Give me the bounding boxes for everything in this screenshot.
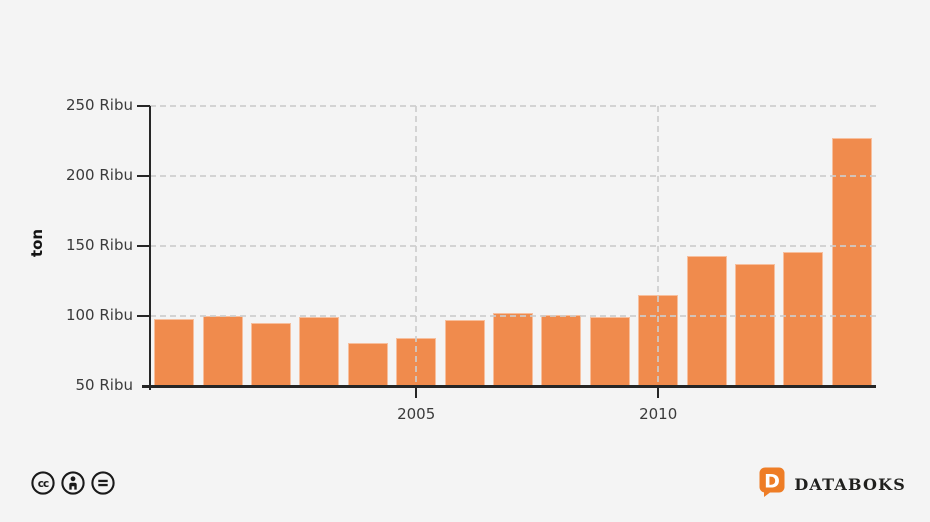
gridline-y-250: [150, 105, 876, 107]
gridline-y-100: [150, 315, 876, 317]
svg-text:cc: cc: [38, 478, 49, 490]
databoks-logo: D DATABOKS: [759, 467, 906, 497]
y-axis-tick: [137, 315, 150, 317]
bar-2003: [299, 317, 340, 386]
gridline-x-2005: [415, 106, 418, 386]
databoks-logo-letter: D: [764, 471, 780, 493]
gridline-x-2010: [657, 106, 660, 386]
bar-2009: [589, 317, 630, 386]
y-axis-tick: [137, 245, 150, 247]
attribution-icon: [61, 471, 85, 495]
x-tick-label: 2005: [397, 405, 436, 423]
gridline-y-150: [150, 245, 876, 247]
databoks-logo-icon: D: [759, 467, 785, 497]
bar-2008: [541, 314, 582, 386]
bar-2012: [735, 264, 775, 386]
y-tick-label: 200 Ribu: [65, 166, 133, 184]
x-tick-label: 2010: [639, 405, 678, 423]
equals-icon: [91, 471, 115, 495]
y-tick-label: 100 Ribu: [65, 306, 133, 324]
y-axis-line: [149, 106, 151, 390]
bar-2014: [831, 138, 872, 386]
license-icons: cc: [31, 471, 115, 495]
gridline-y-200: [150, 175, 876, 177]
y-axis-tick: [137, 175, 150, 177]
bar-2001: [202, 316, 243, 386]
cc-icon: cc: [31, 471, 55, 495]
databoks-logo-text: DATABOKS: [794, 474, 906, 494]
bar-2011: [686, 255, 727, 386]
bar-2013: [783, 251, 824, 386]
bar-2002: [251, 323, 291, 386]
bar-2004: [347, 342, 388, 386]
y-axis-tick: [137, 105, 150, 107]
bar-2006: [444, 320, 485, 386]
bar-2007: [493, 313, 533, 386]
x-axis-tick: [657, 387, 660, 398]
y-tick-label: 50 Ribu: [75, 376, 133, 394]
bar-2000: [154, 318, 195, 386]
x-axis-tick: [415, 387, 418, 398]
x-axis-line: [142, 385, 876, 388]
y-tick-label: 250 Ribu: [65, 96, 133, 114]
y-tick-label: 150 Ribu: [65, 236, 133, 254]
